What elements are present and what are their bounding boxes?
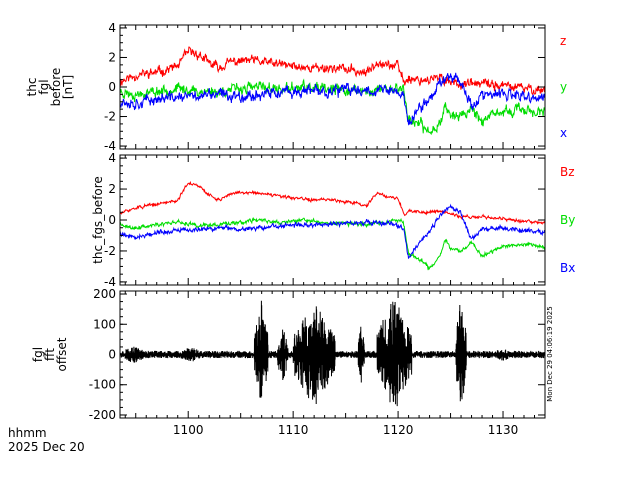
xtick-label: 1120	[383, 423, 414, 437]
xtick-label: 1130	[488, 423, 519, 437]
series-line-offset	[120, 300, 545, 407]
panel-fgl-before-legend: z y x	[560, 34, 567, 140]
ytick-label: 0	[108, 213, 116, 227]
xtick-label: 1100	[173, 423, 204, 437]
ytick-label: 2	[108, 182, 116, 196]
panel-fft-offset-series	[120, 300, 545, 407]
legend-label-bz: Bz	[560, 165, 575, 179]
panel-fgs-before-frame	[119, 154, 546, 286]
ytick-label: 4	[108, 21, 116, 35]
ytick-label: 100	[93, 317, 116, 331]
ylabel-line: thc	[25, 78, 39, 97]
ylabel-line: fft	[43, 348, 57, 361]
panel-fft-offset-yticks: -200 -100 0 100 200	[89, 287, 545, 422]
ytick-label: 2	[108, 50, 116, 64]
panel-fgs-before-series	[120, 180, 545, 271]
legend-label-z: z	[560, 34, 566, 48]
ytick-label: 0	[108, 80, 116, 94]
ytick-label: -4	[104, 275, 116, 289]
panel-fft-offset: fglfftoffset -200 -100 0 100 200 1100 1110 112…	[31, 287, 546, 437]
ytick-label: -2	[104, 110, 116, 124]
ytick-label: 4	[108, 151, 116, 165]
series-line-bx	[120, 203, 545, 259]
panel-fgs-before-legend: Bz By Bx	[560, 165, 575, 275]
series-line-by	[120, 216, 545, 271]
ylabel-line: fgl	[37, 79, 51, 94]
panel-fgl-before-xticks	[124, 25, 546, 149]
panel-fgs-before-xticks	[124, 155, 546, 285]
panel-fft-offset-xticks: 1100 1110 1120 1130	[124, 291, 546, 437]
ytick-label: -100	[89, 378, 116, 392]
ylabel-line: [nT]	[61, 75, 75, 99]
panel-fgs-before-ylabel: thc_fgs_before	[91, 176, 105, 264]
plot-timestamp: Mon Dec 29 04:06:19 2025	[546, 306, 554, 401]
ylabel-line: thc_fgs_before	[91, 176, 105, 264]
ytick-label: 200	[93, 287, 116, 301]
date-label: 2025 Dec 20	[8, 440, 85, 454]
panel-fgl-before-ylabel: thcfglbefore[nT]	[25, 68, 75, 107]
time-format-label: hhmm	[8, 426, 47, 440]
series-line-bz	[120, 180, 545, 226]
series-line-y	[120, 78, 545, 136]
panel-fgs-before-yticks: -4 -2 0 2 4	[104, 151, 545, 289]
legend-label-bx: Bx	[560, 261, 575, 275]
panel-fgl-before: thcfglbefore[nT] -4 -2 0 2 4 z y x	[25, 21, 567, 153]
ylabel-line: fgl	[31, 347, 45, 362]
ytick-label: 0	[108, 348, 116, 362]
series-line-x	[120, 72, 545, 126]
panel-fgl-before-series	[120, 46, 545, 136]
series-line-z	[120, 46, 545, 96]
ylabel-line: before	[49, 68, 63, 107]
legend-label-by: By	[560, 213, 575, 227]
ylabel-line: offset	[55, 337, 69, 371]
xtick-label: 1110	[278, 423, 309, 437]
panel-fft-offset-ylabel: fglfftoffset	[31, 337, 69, 371]
ytick-label: -200	[89, 408, 116, 422]
ytick-label: -2	[104, 244, 116, 258]
panel-fgl-before-yticks: -4 -2 0 2 4	[104, 21, 545, 153]
ytick-label: -4	[104, 139, 116, 153]
legend-label-x: x	[560, 126, 567, 140]
legend-label-y: y	[560, 80, 567, 94]
panel-fgs-before: thc_fgs_before -4 -2 0 2 4 Bz By Bx	[91, 151, 575, 289]
